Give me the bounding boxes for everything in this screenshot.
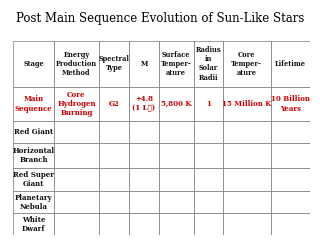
Bar <box>223 41 270 87</box>
Text: Red Super
Giant: Red Super Giant <box>13 171 54 188</box>
Bar <box>99 143 129 168</box>
Bar <box>194 143 223 168</box>
Bar <box>194 191 223 213</box>
Bar <box>194 121 223 143</box>
Text: Radius
in
Solar
Radii: Radius in Solar Radii <box>196 46 221 82</box>
Bar <box>13 143 54 168</box>
Bar <box>54 168 99 191</box>
Text: Surface
Temper-
ature: Surface Temper- ature <box>161 51 192 77</box>
Bar <box>223 213 270 235</box>
Bar <box>129 191 158 213</box>
Bar <box>223 121 270 143</box>
Text: G2: G2 <box>109 100 119 108</box>
Bar <box>13 191 54 213</box>
Text: 10 Billion
Years: 10 Billion Years <box>271 96 310 113</box>
Bar <box>13 168 54 191</box>
Bar <box>129 41 158 87</box>
Bar <box>158 213 194 235</box>
Bar <box>158 41 194 87</box>
Text: Core
Hydrogen
Burning: Core Hydrogen Burning <box>57 91 96 117</box>
Bar <box>194 213 223 235</box>
Text: Energy
Production
Method: Energy Production Method <box>56 51 97 77</box>
Bar <box>223 191 270 213</box>
Bar <box>129 87 158 121</box>
Bar <box>129 168 158 191</box>
Bar <box>270 121 310 143</box>
Bar <box>158 143 194 168</box>
Text: 15 Million K: 15 Million K <box>222 100 271 108</box>
Bar <box>13 213 54 235</box>
Bar <box>270 213 310 235</box>
Bar <box>54 41 99 87</box>
Bar <box>13 41 54 87</box>
Bar <box>270 87 310 121</box>
Text: Red Giant: Red Giant <box>14 128 53 136</box>
Bar <box>13 87 54 121</box>
Text: Main
Sequence: Main Sequence <box>15 96 52 113</box>
Bar <box>158 168 194 191</box>
Text: 5,800 K: 5,800 K <box>161 100 191 108</box>
Bar <box>54 87 99 121</box>
Bar <box>270 168 310 191</box>
Bar <box>129 121 158 143</box>
Text: Spectral
Type: Spectral Type <box>99 55 130 72</box>
Text: Planetary
Nebula: Planetary Nebula <box>15 194 52 211</box>
Bar <box>54 121 99 143</box>
Text: +4.8
(1 L☉): +4.8 (1 L☉) <box>132 96 156 113</box>
Bar <box>194 87 223 121</box>
Bar <box>54 213 99 235</box>
Bar <box>223 87 270 121</box>
Bar <box>99 87 129 121</box>
Bar <box>158 121 194 143</box>
Text: Stage: Stage <box>23 60 44 68</box>
Text: White
Dwarf: White Dwarf <box>22 216 45 233</box>
Text: Post Main Sequence Evolution of Sun-Like Stars: Post Main Sequence Evolution of Sun-Like… <box>16 12 304 25</box>
Bar <box>99 121 129 143</box>
Bar <box>129 213 158 235</box>
Text: M: M <box>140 60 148 68</box>
Bar <box>194 41 223 87</box>
Bar <box>13 121 54 143</box>
Text: Lifetime: Lifetime <box>275 60 306 68</box>
Text: 1: 1 <box>206 100 211 108</box>
Bar <box>129 143 158 168</box>
Bar <box>158 87 194 121</box>
Bar <box>270 191 310 213</box>
Text: Core
Temper-
ature: Core Temper- ature <box>231 51 262 77</box>
Bar <box>223 143 270 168</box>
Bar <box>194 168 223 191</box>
Bar <box>99 168 129 191</box>
Bar <box>99 191 129 213</box>
Bar <box>54 191 99 213</box>
Bar <box>158 191 194 213</box>
Bar <box>99 41 129 87</box>
Text: Horizontal
Branch: Horizontal Branch <box>12 147 55 164</box>
Bar <box>223 168 270 191</box>
Bar <box>99 213 129 235</box>
Bar <box>54 143 99 168</box>
Bar <box>270 143 310 168</box>
Bar <box>270 41 310 87</box>
